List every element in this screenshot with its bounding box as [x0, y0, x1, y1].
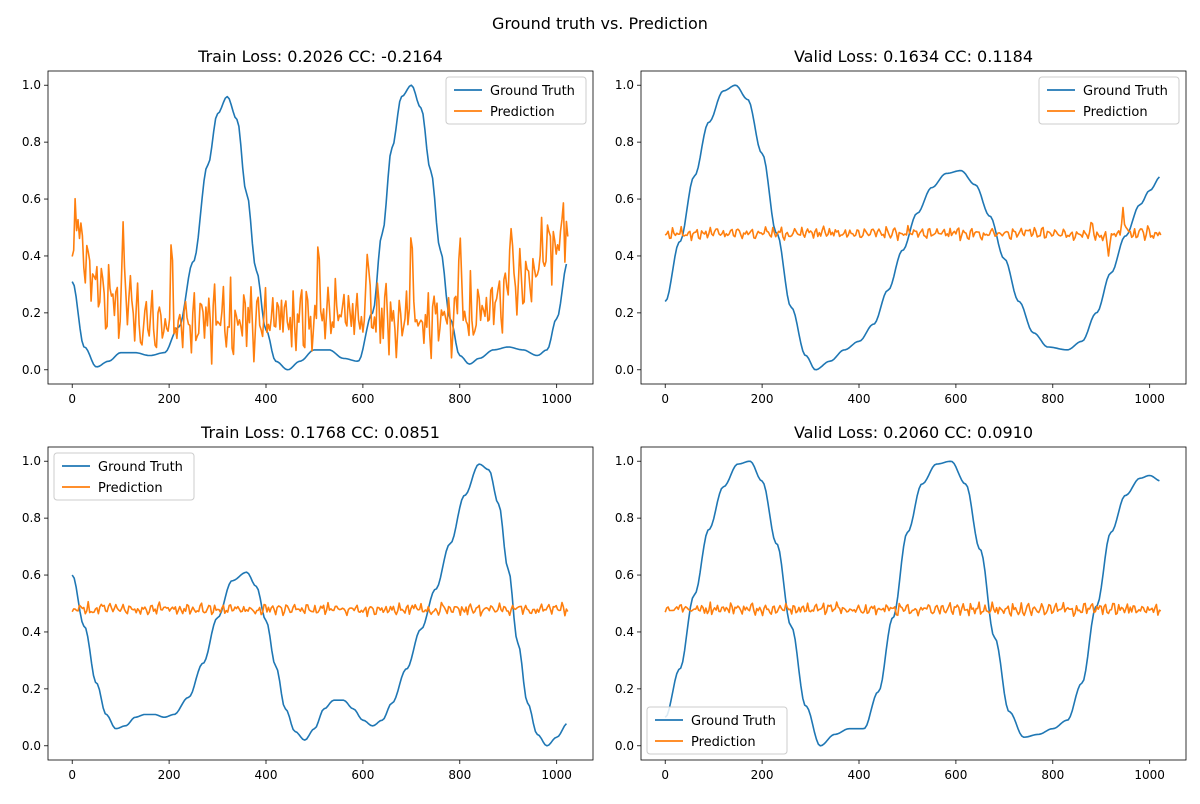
x-tick-label: 0	[661, 768, 669, 782]
legend-label: Ground Truth	[490, 84, 575, 99]
legend-label: Prediction	[1083, 105, 1148, 120]
y-tick-label: 0.2	[615, 306, 634, 320]
legend-box	[646, 706, 788, 755]
y-tick-label: 1.0	[615, 78, 634, 92]
y-tick-label: 0.8	[22, 135, 41, 149]
chart-panel-2: Valid Loss: 0.1634 CC: 0.1184 0 200 400 600 8…	[615, 47, 1187, 406]
prediction-line	[71, 197, 569, 365]
x-tick-label: 200	[158, 768, 181, 782]
x-tick-label: 600	[944, 392, 967, 406]
axes-frame	[640, 70, 1187, 385]
chart-title: Valid Loss: 0.1634 CC: 0.1184	[794, 47, 1033, 66]
ground-truth-line	[71, 84, 568, 371]
y-tick-label: 1.0	[22, 78, 41, 92]
x-tick-label: 400	[848, 768, 871, 782]
x-tick-label: 0	[68, 768, 76, 782]
x-tick-label: 600	[351, 392, 374, 406]
legend-box	[445, 76, 587, 125]
plot-area	[71, 84, 569, 371]
y-tick-label: 0.0	[22, 363, 41, 377]
axes-frame	[640, 446, 1187, 761]
legend-label: Prediction	[691, 735, 756, 750]
plot-area	[664, 460, 1162, 747]
x-tick-label: 800	[448, 768, 471, 782]
legend-label: Ground Truth	[98, 460, 183, 475]
legend-label: Ground Truth	[1083, 84, 1168, 99]
y-tick-label: 0.6	[615, 568, 634, 582]
y-tick-label: 0.6	[22, 568, 41, 582]
x-tick-label: 400	[255, 392, 278, 406]
axes-frame	[47, 70, 594, 385]
x-tick-label: 600	[944, 768, 967, 782]
chart-panel-3: Train Loss: 0.1768 CC: 0.0851 0 200 400 600 8…	[22, 423, 594, 782]
x-tick-label: 0	[661, 392, 669, 406]
legend: Ground Truth Prediction	[1038, 76, 1180, 125]
chart-title: Train Loss: 0.2026 CC: -0.2164	[197, 47, 443, 66]
legend-label: Ground Truth	[691, 714, 776, 729]
y-tick-label: 0.8	[615, 511, 634, 525]
y-tick-label: 0.8	[22, 511, 41, 525]
chart-panel-1: Train Loss: 0.2026 CC: -0.2164 0 200 400 600…	[22, 47, 594, 406]
x-tick-label: 1000	[1134, 392, 1165, 406]
legend-box	[1038, 76, 1180, 125]
x-tick-label: 1000	[541, 768, 572, 782]
y-tick-label: 0.4	[615, 249, 634, 263]
y-tick-label: 1.0	[615, 454, 634, 468]
x-tick-label: 400	[848, 392, 871, 406]
prediction-line	[664, 601, 1162, 617]
x-tick-label: 200	[751, 392, 774, 406]
y-tick-label: 0.0	[22, 739, 41, 753]
chart-panel-4: Valid Loss: 0.2060 CC: 0.0910 0 200 400 600 8…	[615, 423, 1187, 782]
legend: Ground Truth Prediction	[53, 452, 195, 501]
legend-label: Prediction	[98, 481, 163, 496]
plot-area	[71, 463, 569, 747]
y-tick-label: 0.6	[22, 192, 41, 206]
x-tick-label: 200	[751, 768, 774, 782]
prediction-line	[664, 206, 1162, 257]
prediction-line	[71, 600, 569, 618]
x-tick-label: 800	[1041, 392, 1064, 406]
x-tick-label: 800	[1041, 768, 1064, 782]
x-tick-label: 1000	[541, 392, 572, 406]
legend: Ground Truth Prediction	[646, 706, 788, 755]
y-tick-label: 0.4	[615, 625, 634, 639]
plot-area	[664, 84, 1162, 371]
chart-title: Valid Loss: 0.2060 CC: 0.0910	[794, 423, 1033, 442]
ground-truth-line	[664, 84, 1161, 371]
x-tick-label: 400	[255, 768, 278, 782]
x-tick-label: 0	[68, 392, 76, 406]
y-tick-label: 0.8	[615, 135, 634, 149]
y-tick-label: 0.2	[22, 682, 41, 696]
legend-label: Prediction	[490, 105, 555, 120]
legend: Ground Truth Prediction	[445, 76, 587, 125]
x-tick-label: 600	[351, 768, 374, 782]
y-tick-label: 0.2	[615, 682, 634, 696]
chart-title: Train Loss: 0.1768 CC: 0.0851	[200, 423, 440, 442]
y-tick-label: 0.4	[22, 625, 41, 639]
legend-box	[53, 452, 195, 501]
x-tick-label: 1000	[1134, 768, 1165, 782]
x-tick-label: 800	[448, 392, 471, 406]
y-tick-label: 0.0	[615, 363, 634, 377]
y-tick-label: 0.0	[615, 739, 634, 753]
figure-suptitle: Ground truth vs. Prediction	[492, 14, 708, 33]
ground-truth-line	[664, 460, 1160, 747]
ground-truth-line	[71, 463, 568, 747]
y-tick-label: 0.6	[615, 192, 634, 206]
y-tick-label: 0.4	[22, 249, 41, 263]
axes-frame	[47, 446, 594, 761]
y-tick-label: 1.0	[22, 454, 41, 468]
x-tick-label: 200	[158, 392, 181, 406]
y-tick-label: 0.2	[22, 306, 41, 320]
